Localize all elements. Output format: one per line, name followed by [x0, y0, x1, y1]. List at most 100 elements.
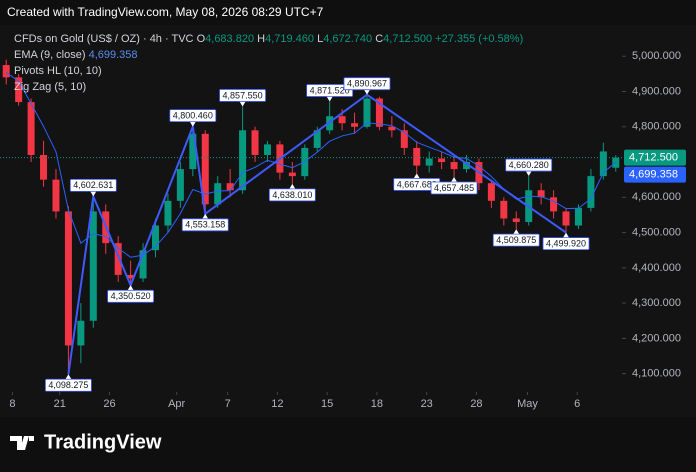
- pivot-label: 4,553.158: [185, 220, 225, 230]
- candle-body: [537, 190, 545, 198]
- change: +27.355 (+0.58%): [435, 33, 523, 45]
- candle-body: [201, 133, 209, 205]
- x-tick-label: 7: [225, 398, 231, 410]
- candle-body: [487, 183, 495, 201]
- pivot-pointer: [451, 177, 458, 183]
- y-tick-label: 4,800.000: [632, 121, 681, 133]
- pivot-label: 4,098.275: [48, 380, 88, 390]
- candle-body: [388, 126, 396, 131]
- candle-body: [27, 102, 35, 155]
- indicator-name: Pivots HL (10, 10): [14, 65, 102, 77]
- pivot-pointer: [326, 96, 333, 102]
- candle-body: [263, 144, 271, 155]
- candle-body: [152, 225, 159, 251]
- pivot-box: [219, 89, 266, 102]
- y-tick-label: 4,500.000: [632, 226, 681, 238]
- ema-price-box: [624, 166, 686, 183]
- last-price-label: 4,712.500: [629, 152, 678, 164]
- candle-body: [351, 123, 359, 127]
- pivot-label: 4,638.010: [272, 190, 312, 200]
- pivot-label: 4,509.875: [496, 235, 536, 245]
- pivot-box: [69, 178, 117, 192]
- pivot-pointer: [202, 213, 209, 219]
- pivot-box: [542, 237, 590, 251]
- pivot-box: [181, 218, 229, 232]
- x-tick-label: Apr: [168, 398, 185, 410]
- logo-text: TradingView: [44, 431, 162, 453]
- y-tick-label: 5,000.000: [632, 50, 681, 62]
- y-tick-label: 4,900.000: [632, 85, 681, 97]
- indicator-name: EMA (9, close): [14, 49, 86, 61]
- indicator-name: Zig Zag (5, 10): [14, 81, 86, 93]
- pivot-box: [492, 233, 540, 247]
- candle-body: [587, 176, 595, 208]
- candle-body: [463, 162, 470, 170]
- pivot-pointer: [525, 171, 532, 177]
- logo: TradingView: [10, 431, 162, 453]
- candle-body: [239, 130, 247, 191]
- pivot-label: 4,660.280: [509, 160, 549, 170]
- candle-body: [574, 207, 582, 226]
- ohlc-value: 4,719.460: [265, 33, 314, 45]
- candle-body: [114, 243, 122, 275]
- candle-body: [599, 151, 607, 177]
- pivot-box: [505, 158, 553, 172]
- candle-body: [139, 250, 147, 279]
- last-price-box: [624, 149, 686, 166]
- candle-body: [375, 98, 383, 127]
- x-tick-label: 18: [371, 398, 383, 410]
- ohlc-key: C: [375, 33, 383, 45]
- candle-body: [450, 162, 458, 170]
- pivot-box: [107, 289, 155, 303]
- candle-body: [500, 200, 508, 219]
- candle-body: [251, 130, 259, 155]
- y-tick-label: 4,200.000: [632, 332, 681, 344]
- pivot-pointer: [413, 173, 420, 179]
- candle-body: [15, 77, 23, 103]
- y-tick-label: 4,100.000: [632, 368, 681, 380]
- x-tick-label: 26: [103, 398, 115, 410]
- x-tick-label: 6: [574, 398, 580, 410]
- pivot-label: 4,800.460: [173, 110, 213, 120]
- pivot-box: [306, 84, 354, 97]
- y-tick-label: 4,300.000: [632, 297, 681, 309]
- x-tick-label: 12: [271, 398, 283, 410]
- candle-body: [189, 133, 197, 170]
- watermark: Created with TradingView.com, May 08, 20…: [7, 5, 324, 19]
- x-tick-label: 21: [54, 398, 66, 410]
- pivot-pointer: [363, 89, 370, 95]
- ohlc-key: L: [317, 33, 323, 45]
- candle-body: [413, 147, 421, 166]
- candle-body: [313, 130, 321, 148]
- pivot-label: 4,602.631: [73, 180, 113, 190]
- symbol-title: CFDs on Gold (US$ / OZ) · 4h · TVC: [14, 33, 194, 45]
- x-tick-label: May: [517, 398, 538, 410]
- ohlc-value: 4,712.500: [383, 33, 432, 45]
- x-tick-label: 15: [321, 398, 333, 410]
- candle-body: [562, 211, 570, 226]
- candle-body: [338, 116, 346, 124]
- candle-body: [64, 211, 72, 346]
- pivot-pointer: [189, 121, 196, 127]
- candle-body: [77, 320, 85, 346]
- pivot-label: 4,657.485: [434, 183, 474, 193]
- candle-body: [226, 183, 234, 191]
- plot-area: 5,000.000 4,900.000 4,800.000 4,600.000 4,50…: [0, 50, 686, 410]
- pivot-box: [343, 77, 391, 91]
- candle-body: [40, 154, 48, 180]
- candle-body: [400, 130, 408, 148]
- candle-body: [127, 274, 135, 279]
- candle-body: [176, 169, 184, 201]
- pivot-label: 4,857.550: [223, 90, 263, 100]
- x-tick-label: 28: [470, 398, 482, 410]
- indicator-value: 4,699.358: [89, 49, 138, 61]
- legend-header: CFDs on Gold (US$ / OZ) · 4h · TVC O4,68…: [14, 33, 523, 45]
- pivot-label: 4,667.683: [397, 179, 437, 189]
- candle-body: [425, 158, 433, 166]
- candle-body: [89, 211, 97, 321]
- candle-body: [214, 183, 222, 205]
- ohlc-value: 4,672.740: [323, 33, 372, 45]
- pivot-label: 4,499.920: [546, 238, 586, 248]
- candle-body: [2, 65, 10, 78]
